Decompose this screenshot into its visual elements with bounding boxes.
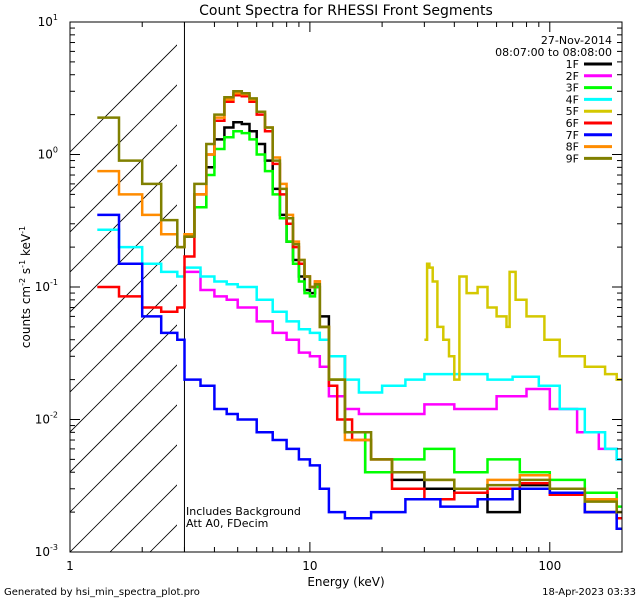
annotation-background: Includes Background — [186, 505, 301, 518]
hatch-line — [630, 22, 640, 552]
legend-label-2f: 2F — [566, 70, 579, 83]
legend-label-8f: 8F — [566, 141, 579, 154]
x-tick-label: 100 — [538, 559, 561, 573]
hatch-line — [70, 44, 177, 153]
x-axis-label: Energy (keV) — [307, 575, 384, 589]
legend-label-9f: 9F — [566, 152, 579, 165]
axis-ticks: 1 10 100 10-3 10-2 10-1 100 101 — [35, 13, 623, 573]
hatch-line — [70, 444, 177, 552]
series-7f — [97, 213, 622, 530]
series-5f — [424, 262, 622, 381]
series-6f — [97, 94, 622, 520]
hatch-line — [70, 84, 177, 193]
legend-label-5f: 5F — [566, 105, 579, 118]
info-time-range: 08:07:00 to 08:08:00 — [495, 46, 612, 59]
legend-label-6f: 6F — [566, 117, 579, 130]
series-layer — [97, 90, 622, 530]
hatch-line — [70, 204, 177, 313]
x-tick-label: 10 — [302, 559, 317, 573]
hatch-line — [70, 404, 177, 513]
series-4f — [97, 228, 622, 461]
legend-label-1f: 1F — [566, 58, 579, 71]
series-3f — [184, 129, 622, 508]
legend-label-7f: 7F — [566, 129, 579, 142]
x-tick-label: 1 — [66, 559, 74, 573]
hatch-line — [70, 284, 177, 393]
legend-label-3f: 3F — [566, 82, 579, 95]
hatch-line — [70, 364, 177, 473]
series-2f — [184, 270, 622, 461]
footer-generated-by: Generated by hsi_min_spectra_plot.pro — [4, 587, 200, 598]
info-date: 27-Nov-2014 — [541, 34, 612, 47]
y-axis-label: counts cm-2 s-1 keV-1 — [18, 226, 33, 348]
legend-label-4f: 4F — [566, 93, 579, 106]
y-tick-label: 10-1 — [35, 278, 58, 294]
series-8f — [97, 91, 622, 514]
y-tick-label: 101 — [38, 13, 58, 29]
y-tick-label: 100 — [38, 146, 58, 162]
excluded-region — [70, 22, 640, 552]
y-tick-label: 10-3 — [35, 543, 58, 559]
chart-title: Count Spectra for RHESSI Front Segments — [199, 3, 493, 19]
series-9f — [97, 90, 622, 514]
footer-timestamp: 18-Apr-2023 03:33 — [542, 587, 636, 598]
annotation-attenuator: Att A0, FDecim — [186, 517, 268, 530]
hatch-line — [550, 22, 640, 552]
hatch-line — [70, 244, 177, 353]
y-tick-label: 10-2 — [35, 411, 58, 427]
